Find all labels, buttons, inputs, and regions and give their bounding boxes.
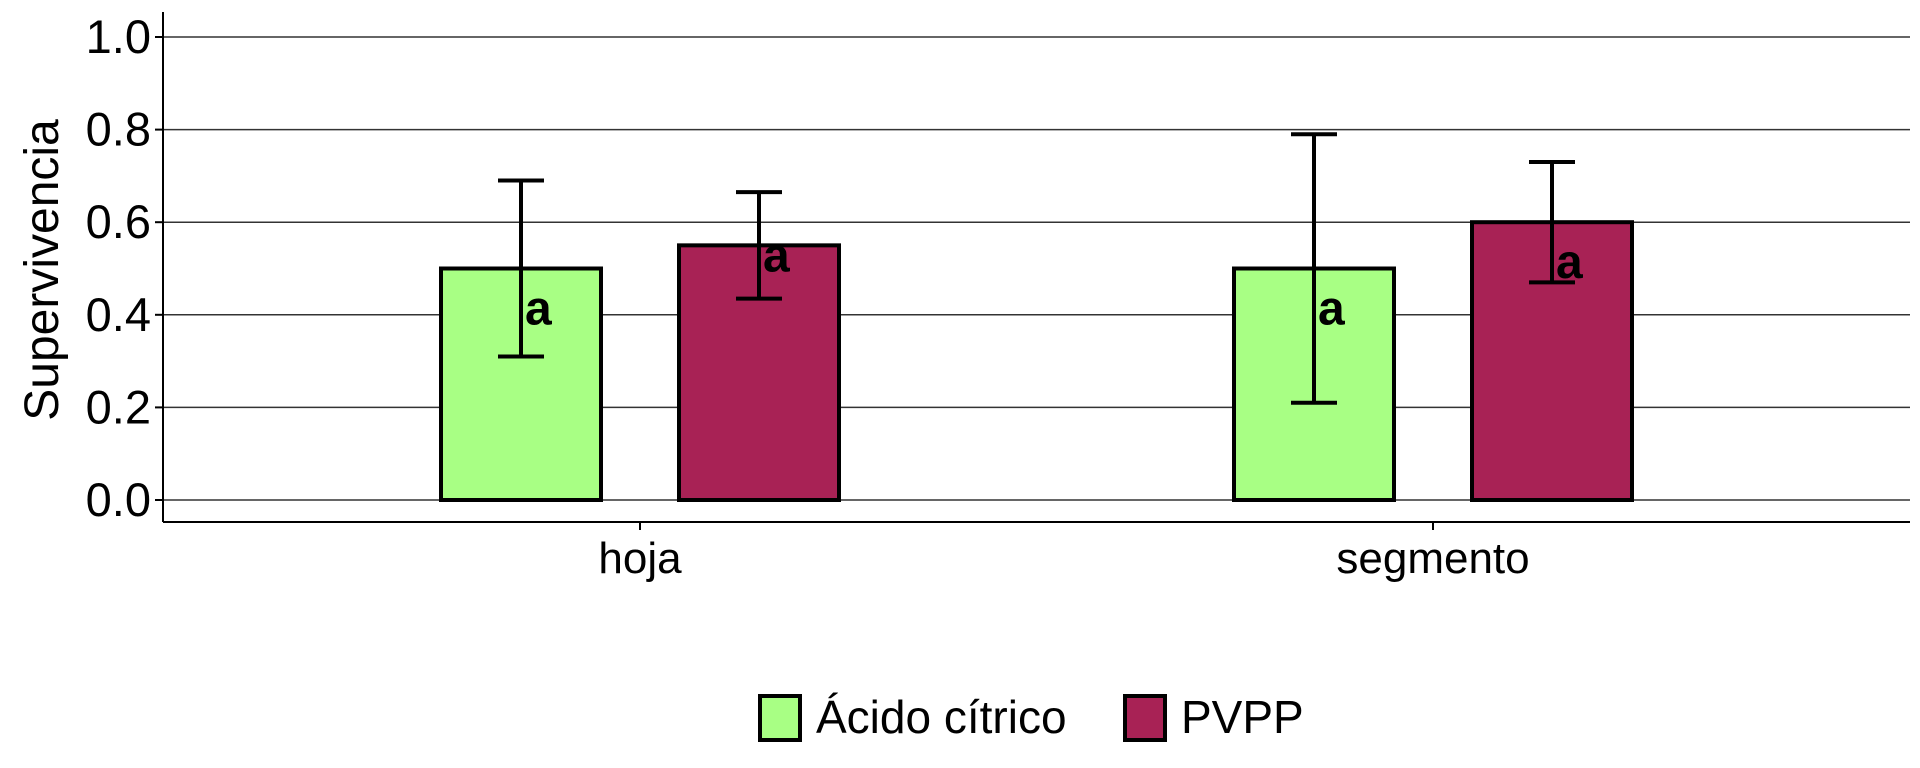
y-tick-label: 0.2 xyxy=(86,380,151,433)
legend-label: PVPP xyxy=(1181,691,1304,743)
legend-label: Ácido cítrico xyxy=(816,691,1067,743)
significance-label: a xyxy=(525,283,552,336)
y-tick-label: 0.8 xyxy=(86,103,151,156)
bars xyxy=(439,132,1634,502)
y-axis-label: Supervivencia xyxy=(16,119,69,421)
legend: Ácido cítrico PVPP xyxy=(758,691,1304,743)
y-tick-label: 0.0 xyxy=(86,473,151,526)
labels: a a a a xyxy=(525,229,1583,335)
y-tick-label: 0.4 xyxy=(86,288,151,341)
bar xyxy=(439,266,603,502)
legend-swatch xyxy=(1123,694,1167,742)
legend-swatch xyxy=(758,694,802,742)
grid-lines xyxy=(163,36,1910,501)
y-tick-label: 1.0 xyxy=(86,10,151,63)
significance-label: a xyxy=(763,229,790,282)
x-tick-label: segmento xyxy=(1336,534,1529,583)
significance-label: a xyxy=(1556,236,1583,289)
significance-label: a xyxy=(1318,283,1345,336)
axes: 0.0 0.2 0.4 0.6 0.8 1.0 hoja segmento xyxy=(86,10,1910,583)
x-tick-label: hoja xyxy=(598,534,682,583)
y-tick-label: 0.6 xyxy=(86,195,151,248)
